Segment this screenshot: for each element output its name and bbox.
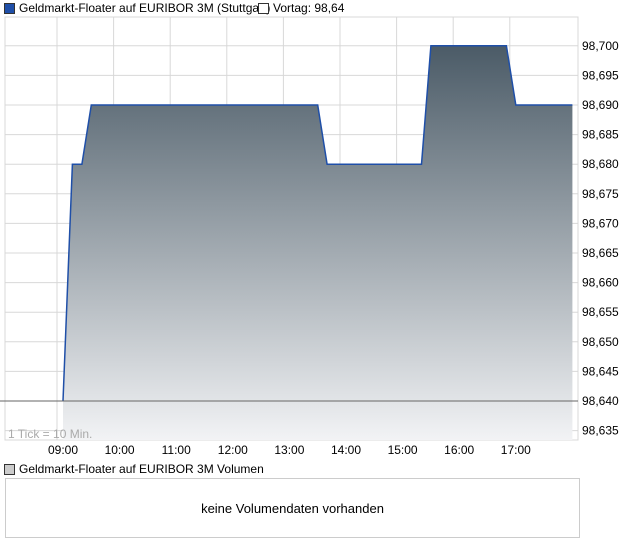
legend-volume-label: Geldmarkt-Floater auf EURIBOR 3M Volumen xyxy=(19,462,264,476)
x-tick-label: 15:00 xyxy=(388,443,418,457)
tick-note: 1 Tick = 10 Min. xyxy=(8,427,92,441)
price-chart: 98,635 98,640 98,645 98,650 98,655 98,660 98,6… xyxy=(0,16,619,457)
price-line xyxy=(62,45,573,402)
y-tick-label: 98,650 xyxy=(582,335,619,349)
x-tick-label: 12:00 xyxy=(218,443,248,457)
x-tick-label: 11:00 xyxy=(162,443,191,457)
volume-swatch-icon xyxy=(4,463,15,475)
volume-empty-text: keine Volumendaten vorhanden xyxy=(201,500,384,516)
y-tick-label: 98,640 xyxy=(582,394,619,408)
legend-series: Geldmarkt-Floater auf EURIBOR 3M (Stuttg… xyxy=(4,1,270,15)
x-tick-label: 13:00 xyxy=(274,443,304,457)
x-tick-label: 14:00 xyxy=(331,443,361,457)
y-tick-label: 98,690 xyxy=(582,98,619,112)
legend-prev: Vortag: 98,64 xyxy=(258,1,344,15)
legend-prev-label: Vortag: 98,64 xyxy=(273,1,345,15)
y-tick-label: 98,680 xyxy=(582,157,619,171)
y-tick-label: 98,655 xyxy=(582,305,619,319)
y-tick-label: 98,670 xyxy=(582,216,619,230)
x-tick-label: 10:00 xyxy=(105,443,135,457)
y-tick-label: 98,645 xyxy=(582,364,619,378)
legend-series-label: Geldmarkt-Floater auf EURIBOR 3M (Stuttg… xyxy=(19,1,271,15)
x-tick-label: 17:00 xyxy=(501,443,531,457)
prev-swatch-icon xyxy=(258,2,269,14)
volume-panel: keine Volumendaten vorhanden xyxy=(5,478,580,538)
y-tick-label: 98,675 xyxy=(582,187,619,201)
x-tick-label: 09:00 xyxy=(48,443,78,457)
price-area xyxy=(63,45,573,441)
legend-volume: Geldmarkt-Floater auf EURIBOR 3M Volumen xyxy=(4,462,264,476)
y-tick-label: 98,635 xyxy=(582,424,619,438)
x-tick-label: 16:00 xyxy=(444,443,474,457)
y-tick-label: 98,660 xyxy=(582,276,619,290)
y-tick-label: 98,665 xyxy=(582,246,619,260)
series-swatch-icon xyxy=(4,2,15,14)
y-tick-label: 98,700 xyxy=(582,39,619,53)
y-tick-label: 98,695 xyxy=(582,68,619,82)
y-tick-label: 98,685 xyxy=(582,128,619,142)
